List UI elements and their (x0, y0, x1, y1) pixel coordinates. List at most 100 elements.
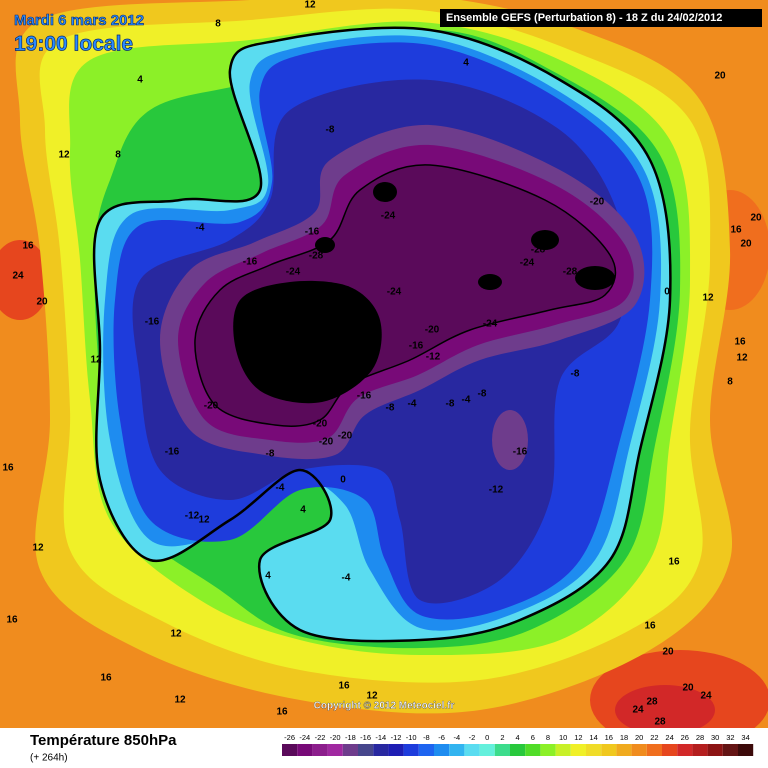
colorbar-swatch (449, 744, 465, 756)
colorbar-swatch (738, 744, 754, 756)
colorbar-swatch (707, 744, 723, 756)
contour-label: -28 (309, 251, 324, 262)
colorbar-tick-label: -14 (375, 733, 386, 742)
contour-label: -28 (531, 245, 546, 256)
contour-label: -24 (520, 258, 535, 269)
colorbar-swatch (616, 744, 632, 756)
contour-label: -20 (338, 431, 353, 442)
isotherm (194, 164, 617, 428)
contour-label: 12 (304, 0, 316, 11)
contour-label: 12 (174, 695, 186, 706)
contour-label: -8 (446, 399, 455, 410)
colorbar-swatch (631, 744, 647, 756)
contour-label: 12 (90, 355, 102, 366)
colorbar: -26 -24 -22 -20 -18 -16 -14 -12 -10 -8 -6 -4 -2 0 2 4 6 8… (282, 733, 754, 756)
contour-label: -4 (408, 399, 417, 410)
contour-label: 12 (170, 629, 182, 640)
contour-label: -28 (563, 267, 578, 278)
colorbar-tick-label: 20 (635, 733, 643, 742)
colorbar-swatch (297, 744, 313, 756)
contour-label: -8 (386, 403, 395, 414)
contour-label: -12 (185, 511, 200, 522)
colorbar-tick-label: 12 (574, 733, 582, 742)
contour-label: -16 (513, 447, 528, 458)
colorbar-swatch (722, 744, 738, 756)
colorbar-swatch (388, 744, 404, 756)
contour-label: -4 (196, 223, 205, 234)
contour-label: -24 (483, 319, 498, 330)
contour-label: 12 (736, 353, 748, 364)
contour-label: 4 (265, 571, 271, 582)
colorbar-swatch (692, 744, 708, 756)
colorbar-tick-label: -12 (391, 733, 402, 742)
contour-label: -20 (590, 197, 605, 208)
contour-label: 20 (682, 683, 694, 694)
colorbar-tick-label: 14 (589, 733, 597, 742)
contour-label: 12 (32, 543, 44, 554)
contour-label: 24 (632, 705, 644, 716)
contour-label: 16 (100, 673, 112, 684)
contour-label: 16 (668, 557, 680, 568)
colorbar-tick-label: 24 (665, 733, 673, 742)
contour-label: -16 (243, 257, 258, 268)
warm-patch (615, 685, 715, 728)
contour-label: -28 (315, 241, 330, 252)
colorbar-tick-label: -18 (345, 733, 356, 742)
temperature-map (0, 0, 768, 728)
colorbar-swatch (586, 744, 602, 756)
colorbar-swatch (312, 744, 328, 756)
temperature-zone (315, 237, 335, 253)
contour-label: 28 (654, 717, 666, 728)
warm-patch (0, 240, 50, 320)
contour-label: -16 (357, 391, 372, 402)
colorbar-swatch (601, 744, 617, 756)
temperature-zone (575, 266, 615, 290)
contour-label: -20 (319, 437, 334, 448)
colorbar-tick-label: 4 (516, 733, 520, 742)
contour-label: 4 (300, 505, 306, 516)
contour-label: 12 (198, 515, 210, 526)
contour-label: -20 (425, 325, 440, 336)
run-info: Ensemble GEFS (Perturbation 8) - 18 Z du… (446, 12, 722, 24)
copyright: Copyright © 2012 Meteociel.fr (314, 701, 455, 712)
colorbar-swatch (555, 744, 571, 756)
colorbar-swatch (662, 744, 678, 756)
colorbar-swatch (540, 744, 556, 756)
colorbar-swatch (418, 744, 434, 756)
colorbar-swatch (570, 744, 586, 756)
colorbar-tick-label: -10 (406, 733, 417, 742)
colorbar-tick-label: -8 (423, 733, 430, 742)
contour-label: -20 (204, 401, 219, 412)
contour-label: 24 (12, 271, 24, 282)
colorbar-swatch (677, 744, 693, 756)
contour-label: 16 (6, 615, 18, 626)
colorbar-tick-label: 6 (531, 733, 535, 742)
colorbar-tick-label: 2 (500, 733, 504, 742)
contour-label: -16 (145, 317, 160, 328)
contour-label: 12 (702, 293, 714, 304)
colorbar-swatch (434, 744, 450, 756)
contour-label: -16 (165, 447, 180, 458)
contour-label: -4 (462, 395, 471, 406)
contour-label: -4 (276, 483, 285, 494)
colorbar-tick-label: -4 (453, 733, 460, 742)
colorbar-tick-label: 16 (605, 733, 613, 742)
colorbar-tick-label: 30 (711, 733, 719, 742)
colorbar-tick-label: 32 (726, 733, 734, 742)
colorbar-tick-label: 10 (559, 733, 567, 742)
contour-label: -16 (409, 341, 424, 352)
map-date: Mardi 6 mars 2012 (14, 12, 144, 29)
colorbar-tick-label: -6 (438, 733, 445, 742)
colorbar-swatch (358, 744, 374, 756)
contour-label: 16 (22, 241, 34, 252)
contour-label: 16 (644, 621, 656, 632)
contour-label: -24 (387, 287, 402, 298)
contour-label: 20 (750, 213, 762, 224)
colorbar-swatch (479, 744, 495, 756)
contour-label: -20 (313, 419, 328, 430)
contour-label: -24 (381, 211, 396, 222)
contour-label: 16 (734, 337, 746, 348)
contour-label: -8 (326, 125, 335, 136)
colorbar-tick-label: 34 (741, 733, 749, 742)
contour-label: 24 (700, 691, 712, 702)
